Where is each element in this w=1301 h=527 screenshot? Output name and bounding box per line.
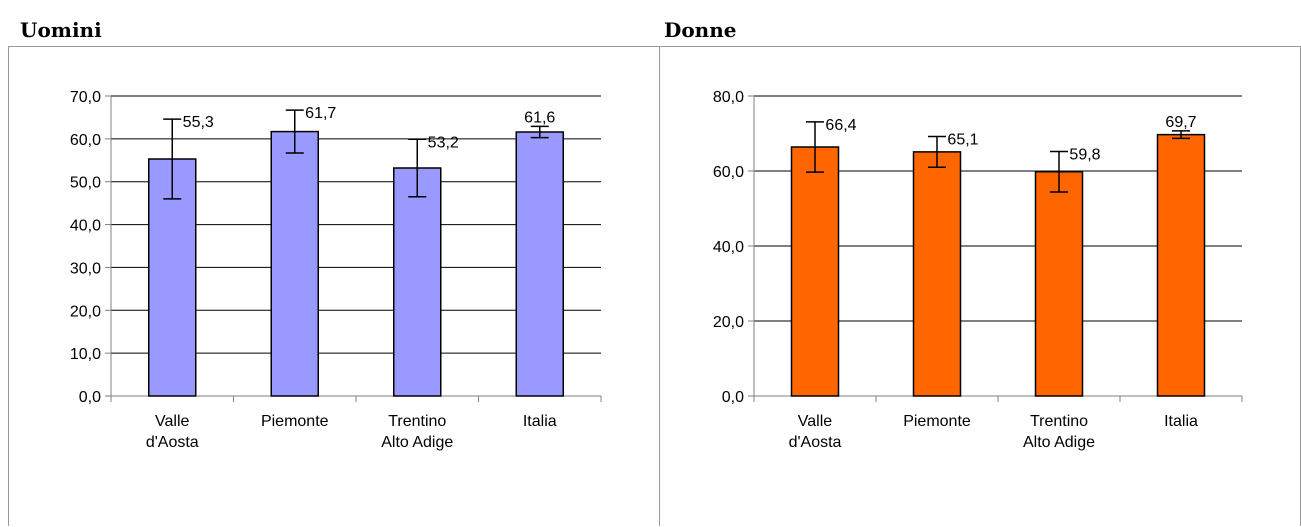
chart-title-donne: Donne	[664, 18, 737, 42]
x-tick-label: Piemonte	[903, 413, 971, 430]
y-tick-label: 0,0	[79, 389, 101, 406]
y-tick-label: 60,0	[713, 164, 744, 181]
data-label: 65,1	[947, 132, 978, 149]
y-tick-label: 40,0	[70, 218, 101, 235]
y-tick-label: 60,0	[70, 132, 101, 149]
bar	[1156, 133, 1206, 397]
x-tick-label: Alto Adige	[381, 434, 453, 451]
y-tick-label: 70,0	[70, 89, 101, 106]
x-tick-label: Trentino	[388, 413, 446, 430]
data-label: 61,7	[305, 105, 336, 122]
y-tick-label: 10,0	[70, 346, 101, 363]
data-label: 66,4	[825, 117, 856, 134]
data-label: 61,6	[524, 109, 555, 126]
y-tick-label: 0,0	[722, 389, 744, 406]
y-tick-label: 20,0	[70, 303, 101, 320]
x-tick-label: Valle	[155, 413, 189, 430]
bar	[515, 131, 564, 397]
data-label: 55,3	[183, 114, 214, 131]
data-label: 69,7	[1165, 114, 1196, 131]
y-tick-label: 50,0	[70, 175, 101, 192]
y-tick-label: 80,0	[713, 89, 744, 106]
x-tick-label: d'Aosta	[146, 434, 199, 451]
chart-frame-uomini: 0,0 10,0 20,0 30,0 40,0 50,0 60,0 70,0 55,3 Valle…	[8, 46, 660, 526]
x-tick-label: Italia	[1164, 413, 1198, 430]
x-tick-label: Valle	[798, 413, 832, 430]
bar	[270, 130, 319, 397]
x-tick-label: Italia	[523, 413, 557, 430]
bar	[790, 146, 840, 397]
bar	[1034, 171, 1084, 397]
chart-title-uomini: Uomini	[20, 18, 102, 42]
bar	[393, 167, 442, 397]
x-tick-label: Trentino	[1030, 413, 1088, 430]
bar	[912, 151, 962, 397]
y-tick-label: 30,0	[70, 260, 101, 277]
y-tick-label: 40,0	[713, 239, 744, 256]
chart-frame-donne: 0,0 20,0 40,0 60,0 80,0 66,4 Valle d'Aosta 65,1 P…	[659, 46, 1301, 526]
y-tick-label: 20,0	[713, 314, 744, 331]
bar-chart-uomini: 0,0 10,0 20,0 30,0 40,0 50,0 60,0 70,0 55,3 Valle…	[70, 89, 602, 451]
data-label: 53,2	[428, 134, 459, 151]
x-tick-label: Piemonte	[261, 413, 329, 430]
data-label: 59,8	[1069, 147, 1100, 164]
x-tick-label: d'Aosta	[789, 434, 842, 451]
x-tick-label: Alto Adige	[1023, 434, 1095, 451]
bar-chart-donne: 0,0 20,0 40,0 60,0 80,0 66,4 Valle d'Aosta 65,1 P…	[713, 89, 1243, 451]
